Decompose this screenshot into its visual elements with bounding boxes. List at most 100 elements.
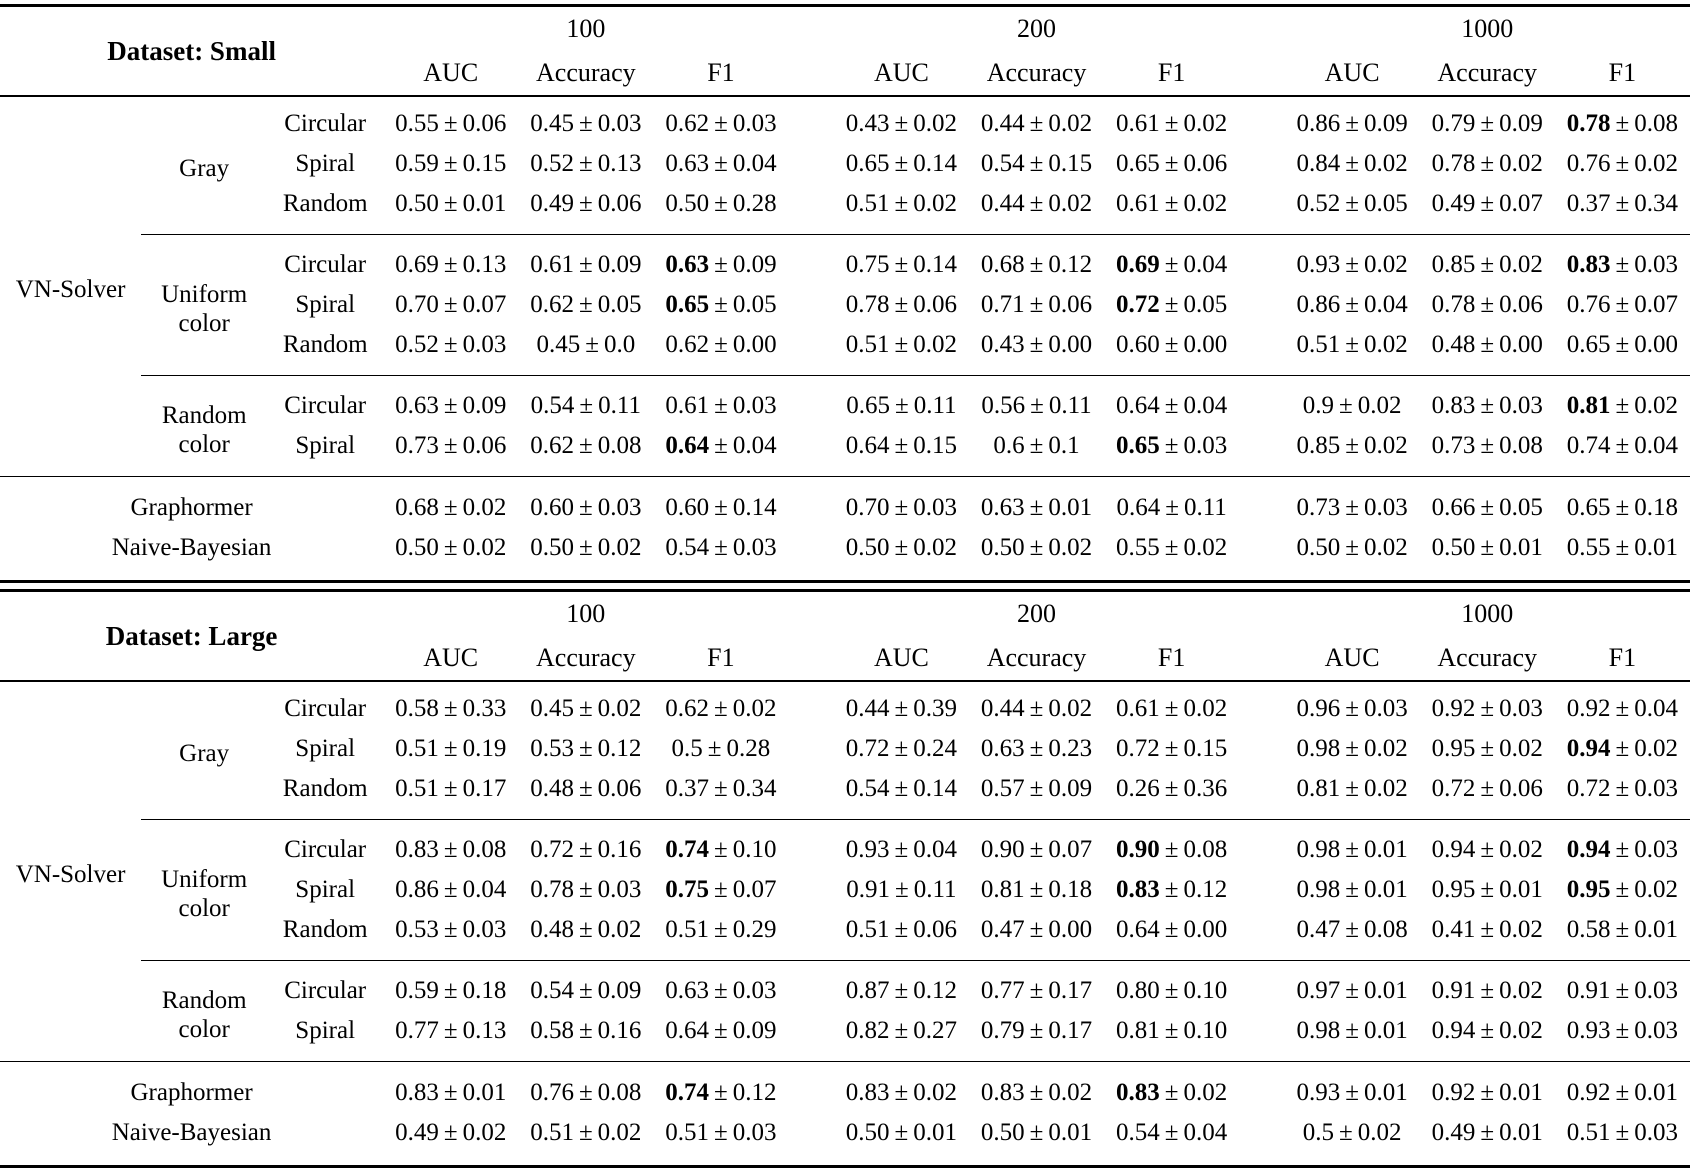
value-mean: 0.59 [395,977,439,1004]
value-cell: 0.54 ±0.04 [1104,1113,1239,1165]
value-mean: 0.79 [980,1017,1025,1044]
value-mean: 0.55 [1116,534,1160,561]
group-header: 1000 [1461,599,1514,628]
value-mean: 0.26 [1116,775,1160,802]
value-mean: 0.44 [980,190,1025,217]
plus-minus-sign: ± [1345,534,1359,561]
value-std: 0.02 [462,494,507,521]
column-spacer [1239,870,1284,910]
plus-minus-sign: ± [1615,534,1630,561]
value-mean: 0.97 [1296,977,1341,1004]
plus-minus-sign: ± [1345,916,1359,943]
column-spacer [788,426,834,477]
value-std: 0.29 [732,916,777,943]
plus-minus-sign: ± [443,695,458,722]
value-std: 0.02 [1048,534,1093,561]
plus-minus-sign: ± [894,695,909,722]
column-spacer [789,376,834,427]
value-mean: 0.50 [395,534,439,561]
value-mean: 0.83 [1116,876,1160,903]
value-cell: 0.63 ±0.09 [383,376,518,427]
solver-data-row: VN-Solver Gray Circular 0.58 ±0.33 0.45 ±0.02 0… [0,681,1690,1062]
value-mean: 0.54 [530,977,574,1004]
value-cell: 0.95 ±0.02 [1420,729,1555,769]
ordering-cell: Spiral [267,1011,384,1062]
plus-minus-sign: ± [1345,695,1359,722]
value-cell: 0.93 ±0.02 [1285,235,1420,286]
table-body: VN-Solver Gray Circular 0.55 ±0.06 0.45 ±0.03 0… [0,96,1690,580]
value-cell: 0.43 ±0.00 [968,325,1105,376]
value-std: 0.04 [1363,291,1408,318]
value-mean: 0.76 [1566,291,1611,318]
value-mean: 0.74 [665,836,710,863]
value-cell: 0.62 ±0.00 [653,325,789,376]
value-std: 0.09 [597,251,642,278]
value-cell: 0.68 ±0.02 [383,477,518,529]
plus-minus-sign: ± [1615,1079,1630,1106]
value-mean: 0.55 [395,110,439,137]
value-cell: 0.51 ±0.19 [383,729,518,769]
value-std: 0.07 [1634,291,1678,318]
value-mean: 0.90 [1116,836,1160,863]
value-std: 0.16 [597,836,642,863]
plus-minus-sign: ± [443,190,458,217]
plus-minus-sign: ± [1164,836,1179,863]
color-group-cell: Uniform color [141,234,268,376]
value-cell: 0.83 ±0.01 [383,1062,518,1114]
plus-minus-sign: ± [1345,876,1359,903]
value-std: 0.07 [1048,836,1093,863]
value-mean: 0.50 [845,534,890,561]
value-mean: 0.50 [1431,534,1476,561]
plus-minus-sign: ± [1480,432,1495,459]
value-cell: 0.74 ±0.12 [653,1062,788,1114]
column-spacer [788,1113,833,1165]
value-cell: 0.43 ±0.02 [834,96,969,144]
solver-data-row: Uniform color Circular 0.83 ±0.08 0.72 ±0.16 0… [0,819,1690,961]
metric-header: AUC [833,51,969,97]
value-mean: 0.37 [1566,190,1611,217]
plus-minus-sign: ± [714,291,728,318]
value-std: 0.24 [913,735,958,762]
plus-minus-sign: ± [714,392,728,419]
value-std: 0.01 [462,1079,507,1106]
value-std: 0.14 [913,150,958,177]
column-spacer [789,285,834,325]
value-cell: 0.64 ±0.09 [653,1011,789,1062]
value-mean: 0.62 [665,110,710,137]
value-std: 0.15 [913,432,958,459]
column-spacer [788,729,833,769]
value-mean: 0.85 [1296,432,1341,459]
plus-minus-sign: ± [894,331,909,358]
value-cell: 0.81 ±0.02 [1555,376,1690,427]
column-spacer [788,769,834,820]
value-cell: 0.79 ±0.17 [968,1011,1105,1062]
value-std: 0.01 [1634,534,1678,561]
value-std: 0.02 [1363,432,1408,459]
plus-minus-sign: ± [1615,695,1630,722]
value-mean: 0.63 [395,392,439,419]
value-std: 0.04 [1634,695,1678,722]
value-std: 0.10 [732,836,777,863]
value-std: 0.04 [913,836,958,863]
value-mean: 0.96 [1296,695,1341,722]
top-rule [0,4,1690,7]
column-spacer [1239,1113,1284,1165]
plus-minus-sign: ± [1615,1017,1630,1044]
value-mean: 0.51 [395,735,439,762]
value-mean: 0.65 [846,392,890,419]
plus-minus-sign: ± [1164,110,1179,137]
value-cell: 0.45 ±0.0 [518,325,654,376]
baseline-label-cell: Naive-Bayesian [111,1119,272,1146]
value-std: 0.02 [1183,534,1228,561]
value-mean: 0.51 [845,916,890,943]
value-cell: 0.95 ±0.01 [1420,870,1555,910]
value-std: 0.03 [597,876,642,903]
value-cell: 0.86 ±0.04 [383,870,518,910]
table-header: Dataset: Small 100 200 1000 AUC Accuracy F1 AUC… [0,7,1690,97]
plus-minus-sign: ± [1164,775,1179,802]
value-cell: 0.41 ±0.02 [1419,910,1555,961]
value-std: 0.09 [597,977,642,1004]
plus-minus-sign: ± [1480,836,1495,863]
value-std: 0.11 [913,392,957,419]
plus-minus-sign: ± [1029,775,1044,802]
